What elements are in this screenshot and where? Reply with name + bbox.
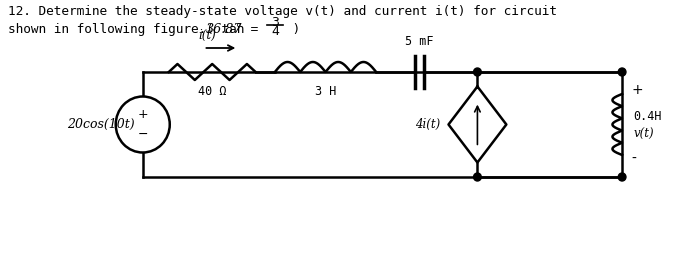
Text: 20cos(10t): 20cos(10t) [68, 118, 135, 131]
Text: +: + [138, 108, 148, 121]
Text: 40 Ω: 40 Ω [198, 85, 227, 98]
Circle shape [619, 173, 626, 181]
Text: 36.87: 36.87 [206, 23, 242, 36]
Text: 12. Determine the steady-state voltage v(t) and current i(t) for circuit: 12. Determine the steady-state voltage v… [8, 5, 557, 18]
Text: i(t): i(t) [199, 29, 216, 42]
Text: −: − [138, 128, 148, 141]
Text: +: + [632, 83, 643, 97]
Text: =: = [243, 23, 266, 36]
Text: 3 H: 3 H [315, 85, 336, 98]
Text: °: ° [236, 23, 242, 33]
Text: 4: 4 [271, 25, 279, 38]
Circle shape [473, 68, 482, 76]
Text: shown in following figure.( tan: shown in following figure.( tan [8, 23, 244, 36]
Circle shape [473, 173, 482, 181]
Circle shape [619, 68, 626, 76]
Text: 3: 3 [271, 16, 279, 29]
Circle shape [116, 96, 170, 152]
Text: -: - [632, 152, 636, 166]
Text: 0.4H: 0.4H [634, 110, 662, 123]
Text: v(t): v(t) [634, 128, 654, 141]
Text: ): ) [284, 23, 300, 36]
Text: 5 mF: 5 mF [406, 35, 434, 48]
Text: 4i(t): 4i(t) [416, 118, 440, 131]
